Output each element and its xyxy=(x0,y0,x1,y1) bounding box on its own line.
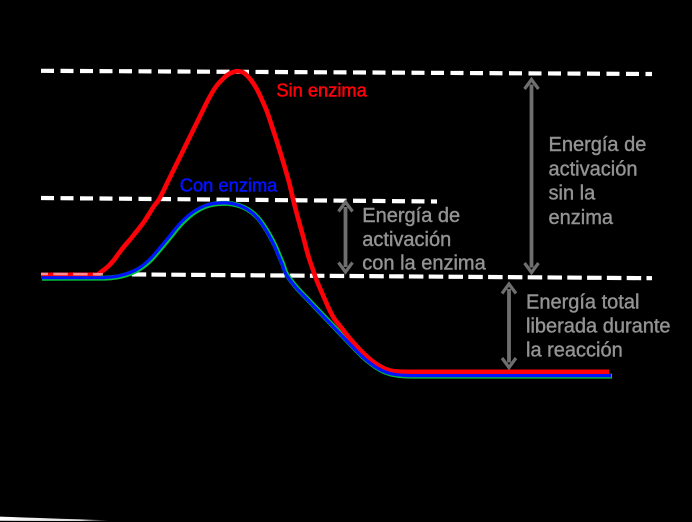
svg-text:enzima: enzima xyxy=(549,207,614,229)
svg-text:Sin enzima: Sin enzima xyxy=(276,80,367,101)
svg-text:con la enzima: con la enzima xyxy=(362,253,486,275)
svg-text:Con enzima: Con enzima xyxy=(180,175,278,196)
svg-text:activación: activación xyxy=(549,158,638,180)
svg-text:Energía total: Energía total xyxy=(526,292,639,314)
svg-text:Energía de: Energía de xyxy=(549,134,647,156)
svg-text:activación: activación xyxy=(362,229,451,251)
svg-text:sin la: sin la xyxy=(549,183,597,205)
svg-text:liberada durante: liberada durante xyxy=(526,316,671,338)
svg-text:Energía de: Energía de xyxy=(362,205,460,227)
svg-text:la reacción: la reacción xyxy=(526,340,623,362)
